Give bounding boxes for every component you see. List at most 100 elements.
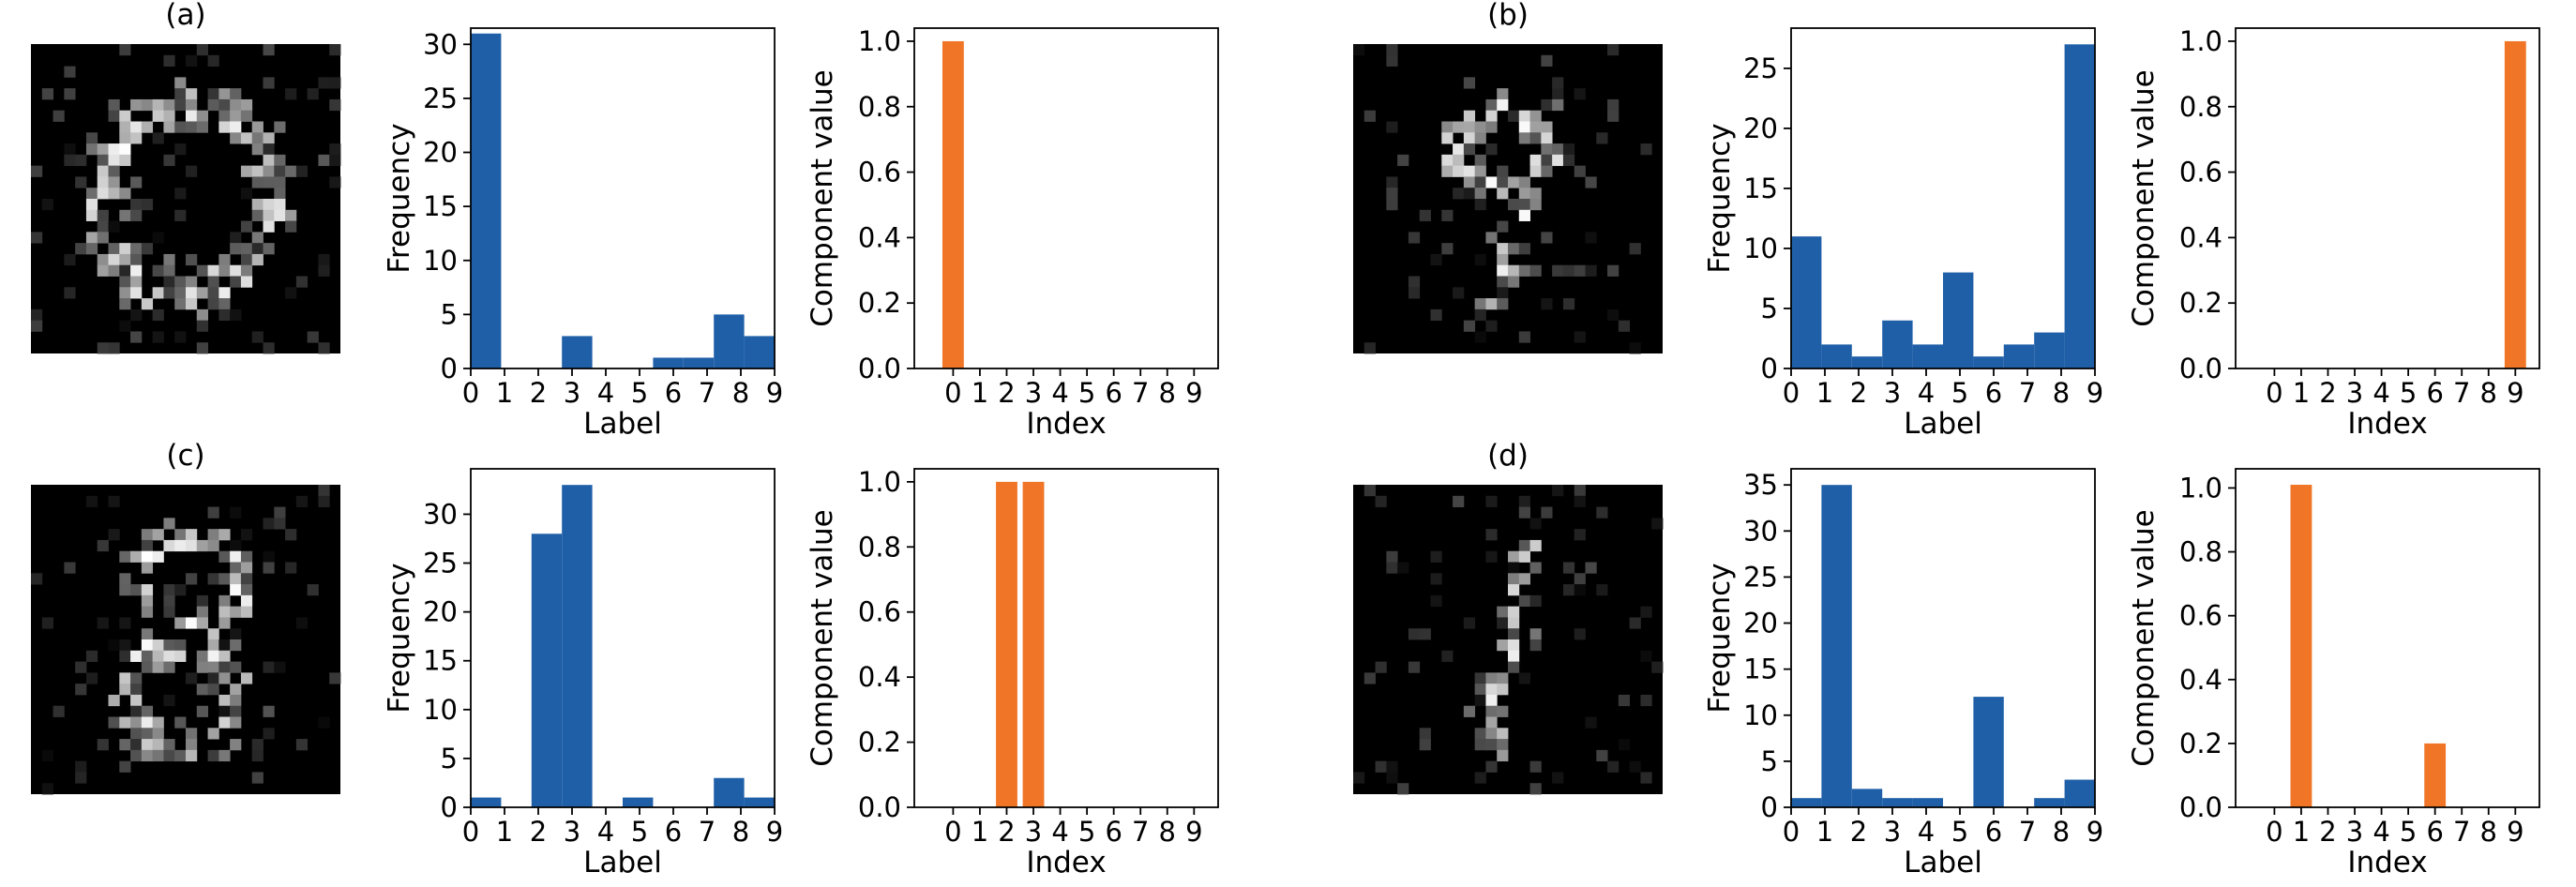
image-pixel	[141, 606, 154, 618]
image-pixel	[207, 529, 219, 541]
image-pixel	[1497, 287, 1509, 299]
image-pixel	[1485, 176, 1498, 188]
image-pixel	[263, 243, 275, 255]
image-pixel	[119, 287, 131, 299]
image-pixel	[307, 88, 319, 100]
y-axis-label: Component value	[806, 509, 839, 767]
image-pixel	[230, 550, 242, 563]
y-tick-label: 10	[1743, 233, 1778, 264]
y-tick-label: 0.4	[2179, 221, 2222, 253]
image-pixel	[196, 650, 208, 662]
image-pixel	[119, 320, 131, 332]
x-tick-label: 1	[2293, 377, 2310, 409]
y-tick-label: 30	[1743, 515, 1778, 547]
image-pixel	[119, 550, 131, 563]
x-tick-label: 3	[564, 816, 580, 848]
image-pixel	[119, 684, 131, 696]
image-pixel	[108, 243, 120, 255]
image-pixel	[240, 243, 253, 255]
image-pixel	[240, 188, 253, 200]
image-pixel	[108, 176, 120, 188]
image-pixel	[186, 98, 198, 112]
image-pixel	[119, 298, 131, 310]
image-pixel	[1485, 98, 1498, 112]
image-pixel	[119, 44, 131, 56]
image-pixel	[186, 276, 198, 288]
image-pixel	[1529, 154, 1542, 167]
image-pixel	[119, 132, 131, 144]
image-pixel	[218, 529, 231, 541]
image-pixel	[1518, 550, 1530, 563]
image-pixel	[218, 716, 231, 729]
image-pixel	[240, 562, 253, 574]
image-pixel	[1386, 176, 1398, 188]
image-pixel	[263, 661, 275, 673]
histogram-bar	[1973, 356, 2004, 368]
y-tick-label: 0.4	[2179, 664, 2222, 696]
x-tick-label: 1	[496, 377, 513, 409]
image-pixel	[1485, 495, 1498, 507]
image-pixel	[1518, 209, 1530, 221]
image-pixel	[1453, 121, 1465, 133]
image-pixel	[1386, 562, 1398, 574]
image-pixel	[1508, 264, 1520, 277]
image-pixel	[230, 562, 242, 574]
image-pixel	[1386, 54, 1398, 67]
image-pixel	[1441, 154, 1454, 167]
image-pixel	[31, 573, 43, 585]
image-pixel	[230, 661, 242, 673]
image-pixel	[141, 716, 154, 729]
image-pixel	[263, 165, 275, 177]
image-pixel	[240, 584, 253, 596]
image-pixel	[1485, 728, 1498, 740]
image-pixel	[97, 154, 109, 167]
y-tick-label: 0.0	[858, 791, 901, 823]
image-pixel	[1651, 518, 1664, 530]
image-pixel	[152, 232, 164, 244]
image-pixel	[1518, 110, 1530, 122]
image-pixel	[1463, 121, 1476, 133]
image-pixel	[274, 199, 286, 211]
histogram-bar	[653, 357, 684, 368]
x-tick-label: 8	[732, 816, 749, 848]
image-pixel	[318, 485, 330, 497]
image-pixel	[1541, 98, 1553, 112]
image-pixel	[108, 220, 120, 233]
image-pixel	[285, 220, 297, 233]
image-pixel	[274, 506, 286, 519]
x-tick-label: 7	[1132, 816, 1149, 848]
image-pixel	[230, 121, 242, 133]
image-pixel	[230, 684, 242, 696]
image-pixel	[240, 165, 253, 177]
image-pixel	[1574, 628, 1586, 640]
image-pixel	[97, 232, 109, 244]
image-pixel	[108, 188, 120, 200]
image-pixel	[1562, 143, 1575, 156]
image-pixel	[1518, 176, 1530, 188]
x-tick-label: 6	[665, 377, 682, 409]
image-pixel	[119, 143, 131, 156]
y-tick-label: 20	[423, 596, 458, 628]
x-tick-label: 5	[1078, 377, 1095, 409]
image-pixel	[1552, 77, 1564, 89]
image-pixel	[64, 287, 76, 299]
y-tick-label: 0.0	[2179, 353, 2222, 384]
x-tick-label: 9	[2507, 377, 2523, 409]
image-pixel	[97, 176, 109, 188]
image-pixel	[85, 188, 98, 200]
image-pixel	[1508, 176, 1520, 188]
image-pixel	[230, 628, 242, 640]
x-tick-label: 7	[699, 816, 716, 848]
image-pixel	[141, 661, 154, 673]
image-pixel	[1474, 694, 1486, 707]
image-pixel	[1375, 760, 1387, 773]
image-pixel	[295, 276, 309, 288]
image-pixel	[207, 628, 219, 640]
image-pixel	[141, 749, 154, 762]
image-pixel	[1508, 661, 1520, 673]
x-tick-label: 0	[462, 816, 479, 848]
image-pixel	[263, 44, 275, 56]
image-pixel	[230, 639, 242, 652]
image-pixel	[41, 749, 53, 762]
